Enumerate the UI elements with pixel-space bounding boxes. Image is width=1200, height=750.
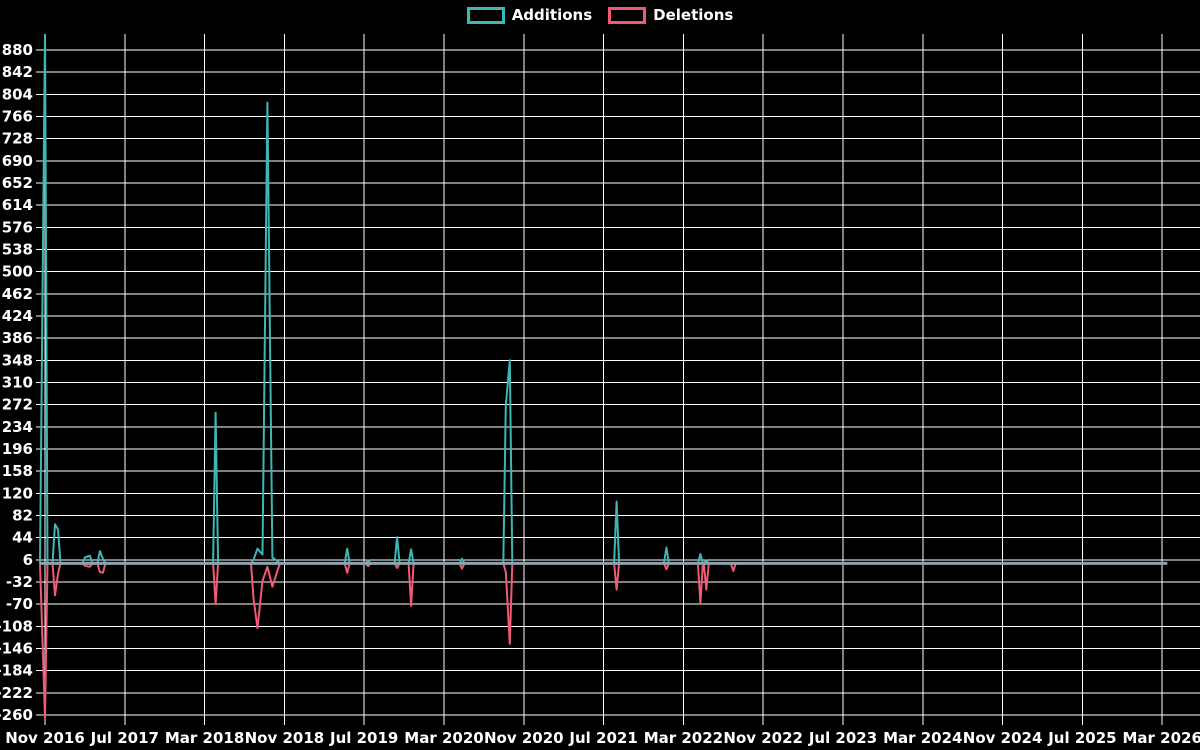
- x-tick-label: Nov 2022: [723, 729, 803, 747]
- y-tick-label: 424: [2, 307, 33, 325]
- y-tick-label: -32: [6, 573, 33, 591]
- y-tick-label: 44: [12, 529, 33, 547]
- x-tick-label: Mar 2020: [404, 729, 483, 747]
- y-tick-label: -70: [6, 595, 33, 613]
- x-tick-label: Jul 2023: [808, 729, 877, 747]
- y-tick-label: 120: [2, 484, 33, 502]
- y-tick-label: -260: [0, 706, 33, 724]
- legend-label-deletions: Deletions: [653, 6, 734, 24]
- x-axis-labels: Nov 2016 Jul 2017 Mar 2018 Nov 2018 Jul 2019…: [5, 729, 1200, 747]
- y-tick-label: 310: [2, 373, 33, 391]
- y-axis-labels: 880 842 804 766 728 690 652 614 576 538 500 462 424 3…: [0, 41, 33, 724]
- x-tick-label: Mar 2024: [883, 729, 962, 747]
- y-tick-label: 234: [2, 418, 33, 436]
- y-tick-label: 6: [23, 551, 33, 569]
- y-tick-label: 614: [2, 196, 33, 214]
- x-tick-label: Jul 2021: [568, 729, 637, 747]
- y-tick-label: 500: [2, 263, 33, 281]
- y-tick-label: 82: [12, 506, 33, 524]
- y-tick-label: 728: [2, 130, 33, 148]
- legend-item-additions[interactable]: Additions: [466, 6, 593, 24]
- y-gridlines: [36, 49, 1200, 716]
- legend-label-additions: Additions: [511, 6, 593, 24]
- x-tick-label: Mar 2026: [1122, 729, 1200, 747]
- x-tick-label: Mar 2018: [165, 729, 244, 747]
- y-tick-label: 158: [2, 462, 33, 480]
- y-tick-label: -146: [0, 639, 33, 657]
- y-tick-label: 386: [2, 329, 33, 347]
- x-tick-label: Mar 2022: [644, 729, 723, 747]
- deletions-swatch-icon: [608, 7, 647, 24]
- y-tick-label: 348: [2, 351, 33, 369]
- x-tick-label: Jul 2019: [329, 729, 398, 747]
- y-tick-label: -108: [0, 617, 33, 635]
- y-tick-label: 462: [2, 285, 33, 303]
- y-tick-label: 272: [2, 396, 33, 414]
- y-tick-label: -184: [0, 662, 33, 680]
- x-tick-label: Jul 2017: [90, 729, 159, 747]
- x-tick-label: Nov 2020: [484, 729, 564, 747]
- additions-swatch-icon: [466, 7, 505, 24]
- y-tick-label: 652: [2, 174, 33, 192]
- legend-item-deletions[interactable]: Deletions: [608, 7, 733, 24]
- y-tick-label: 690: [2, 152, 33, 170]
- x-tick-label: Nov 2024: [963, 729, 1043, 747]
- chart-legend: Additions Deletions: [0, 7, 1200, 24]
- x-tick-label: Nov 2016: [5, 729, 85, 747]
- y-tick-label: 576: [2, 218, 33, 236]
- x-tick-label: Jul 2025: [1047, 729, 1116, 747]
- y-tick-label: -222: [0, 684, 33, 702]
- x-tick-label: Nov 2018: [245, 729, 325, 747]
- y-tick-label: 538: [2, 240, 33, 258]
- x-gridlines: [44, 34, 1163, 725]
- y-tick-label: 804: [2, 85, 33, 103]
- y-tick-label: 842: [2, 63, 33, 81]
- y-tick-label: 196: [2, 440, 33, 458]
- y-tick-label: 766: [2, 107, 33, 125]
- y-tick-label: 880: [2, 41, 33, 59]
